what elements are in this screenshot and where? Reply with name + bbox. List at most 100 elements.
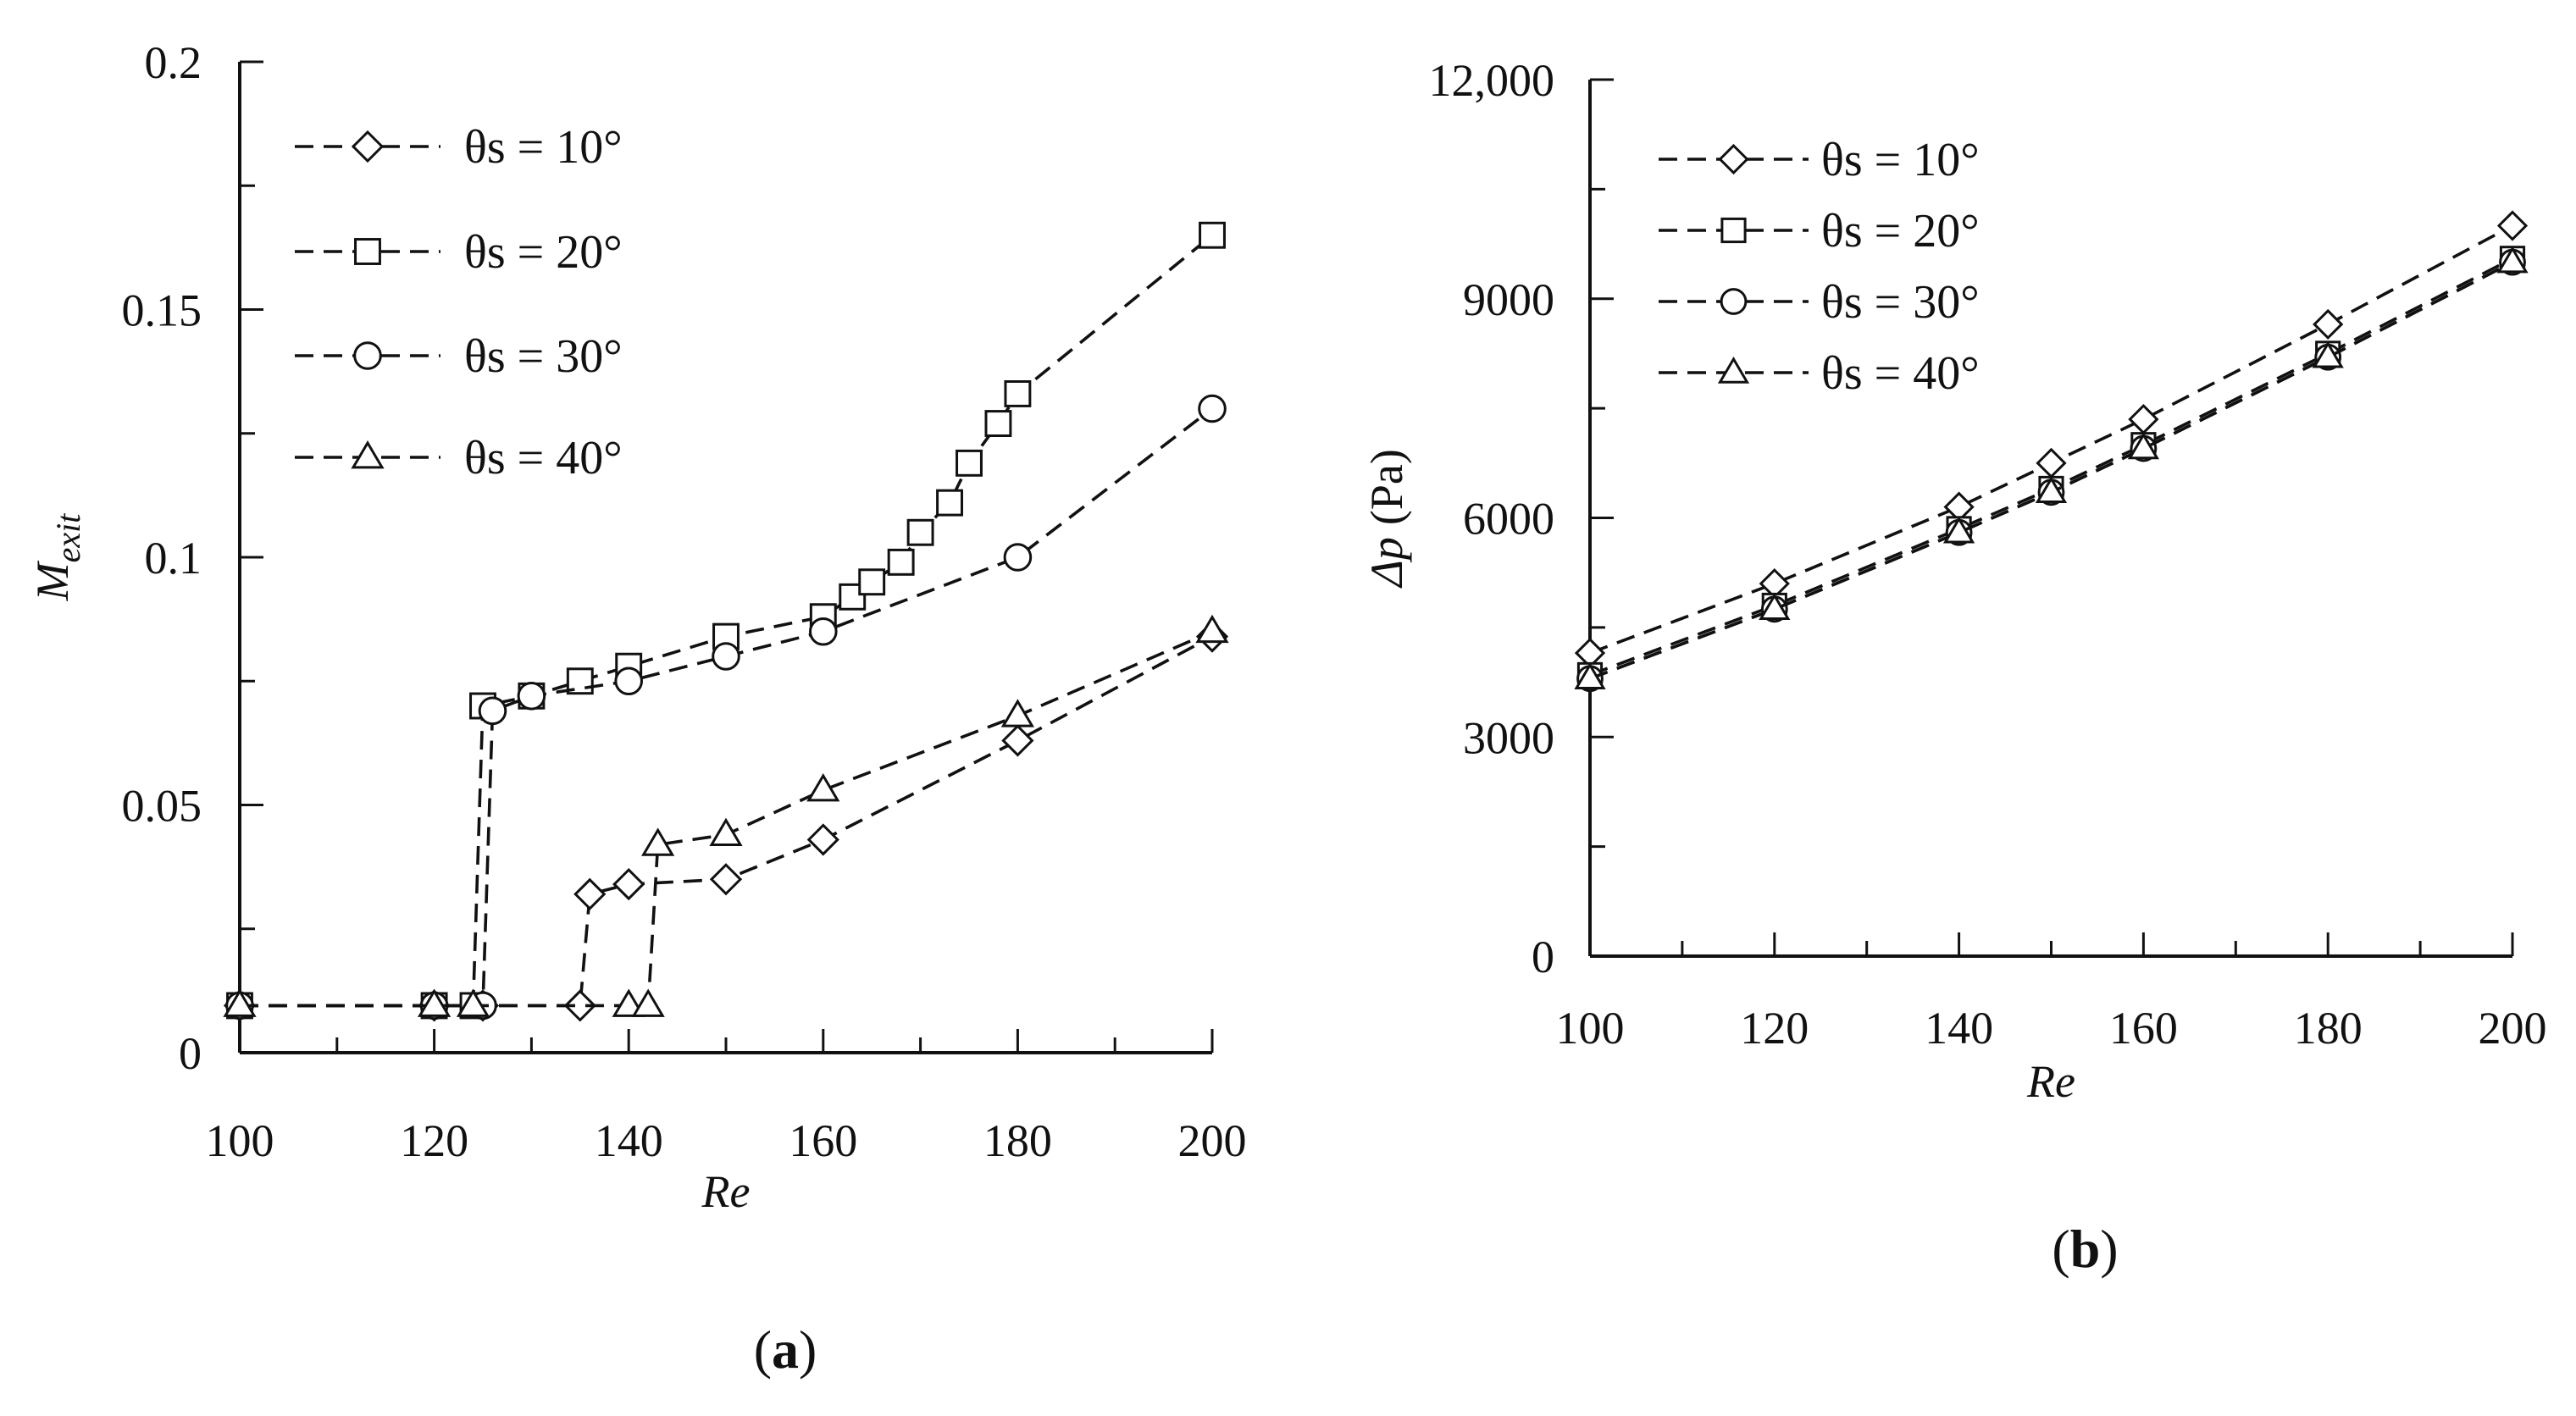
- x-tick-label: 120: [1740, 1003, 1809, 1054]
- series-1-point: [573, 877, 607, 910]
- legend: θs = 10° θs = 20° θs = 30° θs = 40°: [295, 121, 623, 484]
- legend-entry-label: θs = 40°: [1821, 347, 1980, 400]
- series-2-point: [1004, 380, 1032, 407]
- series-2: [226, 221, 1226, 1020]
- series-1-point: [1001, 724, 1034, 757]
- y-tick-label: 0.05: [122, 781, 202, 832]
- series-4-point: [2312, 340, 2344, 368]
- y-tick-label: 0.1: [145, 533, 202, 584]
- legend-marker: [1718, 143, 1749, 175]
- x-tick-label: 160: [2109, 1003, 2178, 1054]
- panel-b-chart: 100 120 140 160 180 200 0 3000 6000 9000 12,000 Re Δ…: [1361, 55, 2547, 1279]
- series-3-point: [517, 682, 546, 711]
- panel-label-letter: a: [772, 1319, 799, 1380]
- series-2-point: [1199, 221, 1226, 249]
- x-tick-label: 140: [1925, 1003, 1993, 1054]
- series-1-point: [709, 863, 743, 896]
- legend: θs = 10° θs = 20° θs = 30° θs = 40°: [1659, 134, 1980, 400]
- series-4-point: [1942, 516, 1975, 544]
- x-tick-label: 140: [595, 1115, 663, 1166]
- legend-entry-label: θs = 30°: [1821, 276, 1980, 329]
- series-2-point: [858, 568, 886, 596]
- legend-marker: [353, 341, 382, 370]
- series-3-point: [478, 696, 507, 726]
- y-tick-label: 0: [1532, 932, 1554, 982]
- series-4-point: [641, 827, 675, 856]
- x-tick-label: 200: [2479, 1003, 2547, 1054]
- series-3-point: [712, 642, 740, 671]
- series-3-point: [614, 667, 644, 696]
- y-axis-title: Δp (Pa): [1361, 449, 1412, 589]
- series-3-point: [809, 617, 838, 646]
- series-1-point: [2036, 447, 2067, 478]
- y-tick-label: 0.2: [145, 37, 202, 88]
- legend-entry-label: θs = 20°: [1821, 205, 1980, 257]
- x-tick-label: 180: [983, 1115, 1052, 1166]
- series-4-point: [1195, 614, 1229, 644]
- legend-entry-label: θs = 10°: [1821, 134, 1980, 186]
- series-3-point: [1003, 543, 1033, 572]
- series-3-point: [1198, 394, 1227, 423]
- legend-marker: [1717, 357, 1750, 384]
- series-4-point: [709, 817, 743, 846]
- series-2-point: [887, 548, 915, 576]
- series-1-point: [563, 989, 596, 1022]
- series-4-point: [806, 772, 840, 802]
- series-1-point: [2128, 403, 2159, 435]
- legend-marker: [354, 238, 381, 265]
- legend-marker: [1720, 217, 1747, 244]
- panel-label: (b): [2052, 1219, 2118, 1279]
- series-4-point: [1759, 593, 1791, 621]
- series-1-point: [806, 823, 839, 856]
- y-axis-title-main: Δp: [1361, 537, 1412, 589]
- panel-label: (a): [754, 1319, 817, 1380]
- x-axis-title: Re: [701, 1166, 751, 1217]
- series-4-point: [456, 988, 490, 1017]
- panel-a-chart: 100 120 140 160 180 200 0 0.05 0.1 0.15 0.2 Re Mexit…: [27, 37, 1247, 1380]
- series-4-point: [1574, 662, 1606, 689]
- series-4-point: [1000, 699, 1035, 727]
- series-1-point: [612, 867, 645, 901]
- y-tick-label: 6000: [1463, 494, 1554, 545]
- series-4-point: [2035, 476, 2068, 504]
- legend-marker: [1720, 288, 1748, 315]
- x-tick-label: 100: [1556, 1003, 1625, 1054]
- legend-entry-label: θs = 20°: [464, 226, 623, 279]
- legend-marker: [351, 130, 385, 163]
- y-axis-title-main: M: [27, 560, 78, 601]
- series-1: [1574, 210, 2529, 669]
- series-2-point: [984, 410, 1012, 438]
- y-tick-label: 0: [179, 1028, 202, 1079]
- legend-entry-label: θs = 40°: [464, 432, 623, 484]
- y-axis-title: Mexit: [27, 513, 87, 602]
- y-tick-label: 12,000: [1429, 55, 1555, 106]
- series-1-point: [2313, 308, 2344, 340]
- panel-label-close-paren: ): [2100, 1219, 2118, 1279]
- panel-label-open-paren: (: [2052, 1219, 2069, 1279]
- legend-marker: [351, 440, 385, 469]
- panel-label-letter: b: [2070, 1219, 2101, 1279]
- x-tick-label: 100: [206, 1115, 274, 1166]
- series-4-point: [417, 988, 451, 1017]
- series-2-point: [906, 518, 934, 546]
- series-2-point: [936, 489, 963, 517]
- x-tick-label: 200: [1178, 1115, 1247, 1166]
- legend-entry-label: θs = 30°: [464, 330, 623, 383]
- series-1-point: [2496, 210, 2529, 241]
- series-4: [1574, 246, 2529, 689]
- y-axis-title-subscript: exit: [49, 513, 87, 563]
- panel-label-close-paren: ): [799, 1319, 817, 1380]
- series-3-line: [240, 407, 1214, 1008]
- y-tick-label: 0.15: [122, 285, 202, 336]
- series-4-point: [2496, 246, 2529, 274]
- x-tick-label: 180: [2294, 1003, 2363, 1054]
- legend-entry-label: θs = 10°: [464, 121, 623, 174]
- series-4-point: [631, 988, 665, 1017]
- x-tick-label: 120: [400, 1115, 468, 1166]
- y-tick-label: 9000: [1463, 274, 1554, 325]
- y-tick-label: 3000: [1463, 712, 1554, 763]
- x-tick-label: 160: [789, 1115, 857, 1166]
- x-axis-title: Re: [2026, 1056, 2075, 1107]
- series-2-point: [956, 449, 983, 477]
